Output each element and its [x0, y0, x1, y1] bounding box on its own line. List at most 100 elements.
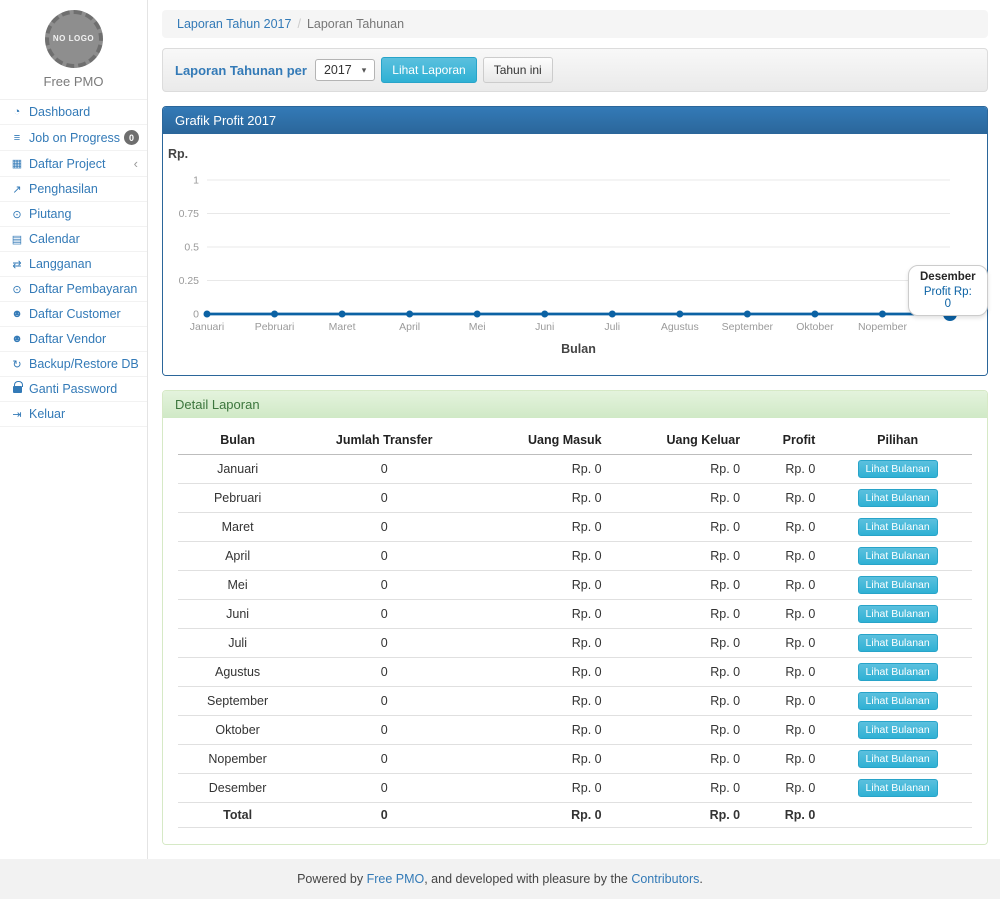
sidebar-item-daftar-vendor[interactable]: ☻Daftar Vendor — [0, 327, 147, 352]
cell-profit: Rp. 0 — [748, 513, 823, 542]
x-tick-label: Nopember — [858, 321, 908, 333]
lihat-bulanan-button[interactable]: Lihat Bulanan — [858, 460, 938, 478]
table-row: Pebruari0Rp. 0Rp. 0Rp. 0Lihat Bulanan — [178, 484, 972, 513]
footer-text-middle: , and developed with pleasure by the — [424, 872, 631, 886]
lihat-laporan-button[interactable]: Lihat Laporan — [381, 57, 476, 83]
sidebar-item-piutang[interactable]: ⊙ Piutang — [0, 202, 147, 227]
sidebar-item-ganti-password[interactable]: Ganti Password — [0, 377, 147, 402]
sidebar-item-daftar-customer[interactable]: ☻Daftar Customer — [0, 302, 147, 327]
total-cell-pilihan-empty — [823, 803, 972, 828]
cell-pilihan: Lihat Bulanan — [823, 716, 972, 745]
lihat-bulanan-button[interactable]: Lihat Bulanan — [858, 489, 938, 507]
breadcrumb-link-laporan-tahun[interactable]: Laporan Tahun 2017 — [177, 17, 291, 31]
cell-bulan: Agustus — [178, 658, 297, 687]
chart-tooltip: Desember Profit Rp: 0 — [908, 265, 988, 316]
year-select-value: 2017 — [324, 63, 352, 77]
lihat-bulanan-button[interactable]: Lihat Bulanan — [858, 750, 938, 768]
cell-bulan: Mei — [178, 571, 297, 600]
sidebar-item-daftar-pembayaran[interactable]: ⊙Daftar Pembayaran — [0, 277, 147, 302]
lihat-bulanan-button[interactable]: Lihat Bulanan — [858, 692, 938, 710]
cell-bulan: Juli — [178, 629, 297, 658]
money-icon: ⊙ — [9, 208, 25, 221]
profit-line-chart: Rp.00.250.50.751JanuariPebruariMaretApri… — [163, 140, 987, 365]
lihat-bulanan-button[interactable]: Lihat Bulanan — [858, 518, 938, 536]
x-axis-label: Bulan — [561, 342, 596, 356]
data-point-agustus[interactable] — [676, 311, 683, 318]
data-point-pebruari[interactable] — [271, 311, 278, 318]
y-tick-label: 1 — [193, 175, 199, 187]
detail-laporan-panel: Detail Laporan Bulan Jumlah Transfer Uan… — [162, 390, 988, 845]
data-point-nopember[interactable] — [879, 311, 886, 318]
table-row: Juni0Rp. 0Rp. 0Rp. 0Lihat Bulanan — [178, 600, 972, 629]
sidebar-item-job-on-progress[interactable]: ≡Job on Progress0 — [0, 125, 147, 151]
free-pmo-link[interactable]: Free PMO — [367, 872, 425, 886]
profit-chart-panel: Grafik Profit 2017 Rp.00.250.50.751Janua… — [162, 106, 988, 376]
data-point-maret[interactable] — [339, 311, 346, 318]
sidebar-item-label: Ganti Password — [29, 382, 138, 396]
sidebar-item-label: Calendar — [29, 232, 138, 246]
dashboard-icon: ◔ — [9, 106, 25, 118]
data-point-juli[interactable] — [609, 311, 616, 318]
sidebar-item-daftar-project[interactable]: ▦Daftar Project‹ — [0, 151, 147, 177]
cell-uang-masuk: Rp. 0 — [471, 629, 610, 658]
lihat-bulanan-button[interactable]: Lihat Bulanan — [858, 634, 938, 652]
calendar-icon: ▤ — [9, 233, 25, 246]
cell-uang-keluar: Rp. 0 — [610, 600, 749, 629]
sidebar-item-dashboard[interactable]: ◔ Dashboard — [0, 100, 147, 125]
sidebar-item-calendar[interactable]: ▤ Calendar — [0, 227, 147, 252]
table-row: Oktober0Rp. 0Rp. 0Rp. 0Lihat Bulanan — [178, 716, 972, 745]
sidebar-item-label: Dashboard — [29, 105, 138, 119]
table-icon: ▦ — [9, 157, 25, 170]
lihat-bulanan-button[interactable]: Lihat Bulanan — [858, 576, 938, 594]
table-row: April0Rp. 0Rp. 0Rp. 0Lihat Bulanan — [178, 542, 972, 571]
data-point-juni[interactable] — [541, 311, 548, 318]
cell-uang-masuk: Rp. 0 — [471, 513, 610, 542]
x-tick-label: Juni — [535, 321, 554, 333]
lihat-bulanan-button[interactable]: Lihat Bulanan — [858, 779, 938, 797]
cell-uang-masuk: Rp. 0 — [471, 484, 610, 513]
year-select[interactable]: 2017 ▾ — [315, 59, 375, 81]
cell-uang-keluar: Rp. 0 — [610, 687, 749, 716]
sidebar-item-langganan[interactable]: ⇄ Langganan — [0, 252, 147, 277]
y-tick-label: 0.5 — [184, 242, 199, 254]
data-point-januari[interactable] — [204, 311, 211, 318]
data-point-oktober[interactable] — [811, 311, 818, 318]
cell-uang-keluar: Rp. 0 — [610, 455, 749, 484]
cell-profit: Rp. 0 — [748, 687, 823, 716]
sidebar-item-label: Daftar Pembayaran — [29, 282, 138, 296]
cell-uang-masuk: Rp. 0 — [471, 542, 610, 571]
table-row: September0Rp. 0Rp. 0Rp. 0Lihat Bulanan — [178, 687, 972, 716]
x-tick-label: Oktober — [796, 321, 834, 333]
users-icon: ☻ — [9, 333, 25, 345]
col-header-pilihan: Pilihan — [823, 426, 972, 455]
tahun-ini-button[interactable]: Tahun ini — [483, 57, 553, 83]
retweet-icon: ⇄ — [9, 258, 25, 271]
sidebar-item-label: Piutang — [29, 207, 138, 221]
cell-profit: Rp. 0 — [748, 716, 823, 745]
sidebar-item-penghasilan[interactable]: ↗Penghasilan — [0, 177, 147, 202]
cell-jumlah-transfer: 0 — [297, 542, 471, 571]
sidebar-item-keluar[interactable]: ⇥Keluar — [0, 402, 147, 427]
table-row: Juli0Rp. 0Rp. 0Rp. 0Lihat Bulanan — [178, 629, 972, 658]
sidebar-item-label: Job on Progress — [29, 131, 120, 145]
table-header-row: Bulan Jumlah Transfer Uang Masuk Uang Ke… — [178, 426, 972, 455]
breadcrumb-current: Laporan Tahunan — [307, 17, 404, 31]
cell-bulan: Nopember — [178, 745, 297, 774]
total-cell-profit: Rp. 0 — [748, 803, 823, 828]
lihat-bulanan-button[interactable]: Lihat Bulanan — [858, 663, 938, 681]
data-point-september[interactable] — [744, 311, 751, 318]
sidebar-item-backup-restore-db[interactable]: ↻Backup/Restore DB — [0, 352, 147, 377]
y-tick-label: 0.75 — [179, 208, 200, 220]
cell-jumlah-transfer: 0 — [297, 513, 471, 542]
sidebar-item-label: Daftar Customer — [29, 307, 138, 321]
lihat-bulanan-button[interactable]: Lihat Bulanan — [858, 547, 938, 565]
sidebar-item-label: Langganan — [29, 257, 138, 271]
data-point-mei[interactable] — [474, 311, 481, 318]
contributors-link[interactable]: Contributors — [631, 872, 699, 886]
lihat-bulanan-button[interactable]: Lihat Bulanan — [858, 721, 938, 739]
data-point-april[interactable] — [406, 311, 413, 318]
lihat-bulanan-button[interactable]: Lihat Bulanan — [858, 605, 938, 623]
cell-profit: Rp. 0 — [748, 658, 823, 687]
total-cell-jumlah-transfer: 0 — [297, 803, 471, 828]
filter-label: Laporan Tahunan per — [175, 63, 307, 78]
